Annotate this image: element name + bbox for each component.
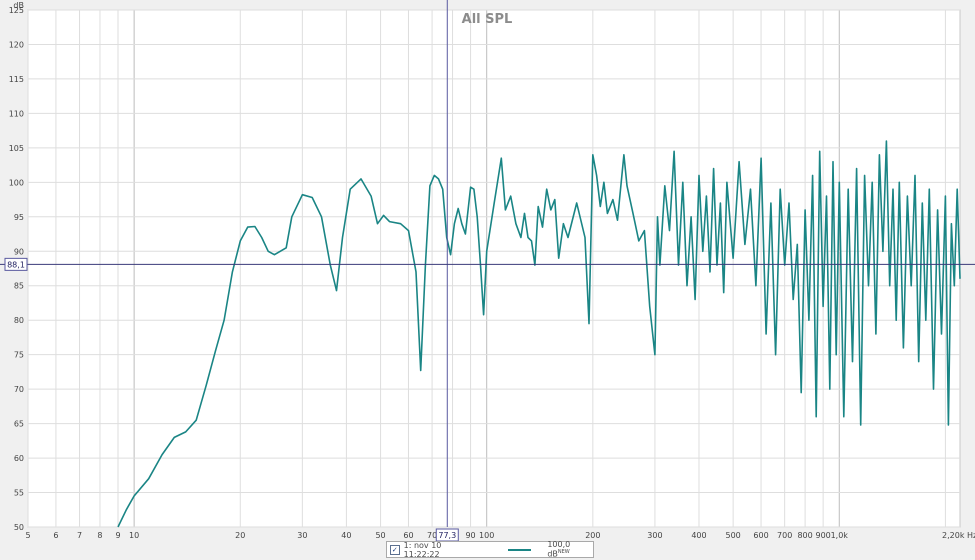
y-tick-label: 115 [9, 75, 24, 84]
y-tick-label: 75 [14, 351, 24, 360]
legend-series-label: 1: nov 10 11:22:22 [403, 540, 442, 559]
y-axis-label: dB [13, 1, 24, 10]
y-tick-label: 70 [14, 385, 24, 394]
x-tick-label: 70 [427, 531, 437, 540]
y-tick-label: 55 [14, 489, 24, 498]
y-tick-label: 120 [9, 40, 24, 49]
legend-value-superscript: NEW [557, 549, 570, 556]
plot-area [27, 9, 961, 528]
series-checkbox[interactable]: ✓ [390, 544, 400, 555]
legend-box[interactable]: ✓ 1: nov 10 11:22:22 100,0 dBNEW [386, 540, 594, 559]
x-tick-label: 40 [341, 531, 351, 540]
legend-line-swatch [508, 548, 532, 551]
legend-value-text: 100,0 dB [547, 540, 571, 559]
x-tick-label: 1,0k [831, 531, 849, 540]
x-tick-label: 9 [115, 531, 120, 540]
cursor-y-readout-box [4, 257, 28, 271]
y-tick-label: 110 [9, 109, 24, 118]
y-tick-label: 65 [14, 420, 24, 429]
x-tick-label: 20 [235, 531, 245, 540]
x-tick-label: 10 [129, 531, 139, 540]
x-tick-label: 30 [297, 531, 307, 540]
x-tick-label: 500 [725, 531, 740, 540]
y-tick-label: 60 [14, 454, 24, 463]
series-line [117, 140, 961, 528]
x-tick-label: 90 [465, 531, 475, 540]
x-tick-label: 8 [97, 531, 102, 540]
y-tick-label: 95 [14, 213, 24, 222]
cursor-y-readout: 88,1 [7, 260, 25, 269]
x-tick-label: 400 [691, 531, 706, 540]
x-tick-label: 700 [777, 531, 792, 540]
x-tick-label: 6 [53, 531, 58, 540]
cursor-x-readout: 77,3 [438, 531, 456, 540]
legend-value: 100,0 dBNEW [547, 540, 593, 559]
y-tick-label: 85 [14, 282, 24, 291]
x-tick-label: 600 [753, 531, 768, 540]
y-tick-label: 90 [14, 247, 24, 256]
x-tick-label: 200 [585, 531, 600, 540]
y-tick-label: 50 [14, 523, 24, 532]
x-tick-label: 7 [77, 531, 82, 540]
x-tick-label: 300 [647, 531, 662, 540]
x-tick-label: 60 [403, 531, 413, 540]
x-tick-label: 800 [797, 531, 812, 540]
x-tick-label: 2,20k Hz [942, 531, 975, 540]
x-tick-label: 100 [479, 531, 494, 540]
y-tick-label: 100 [9, 178, 24, 187]
y-tick-label: 125 [9, 6, 24, 15]
y-tick-label: 80 [14, 316, 24, 325]
x-tick-label: 50 [375, 531, 385, 540]
chart-title: All SPL [462, 12, 513, 27]
y-tick-label: 105 [9, 144, 24, 153]
x-tick-label: 900 [815, 531, 830, 540]
x-tick-label: 5 [25, 531, 30, 540]
